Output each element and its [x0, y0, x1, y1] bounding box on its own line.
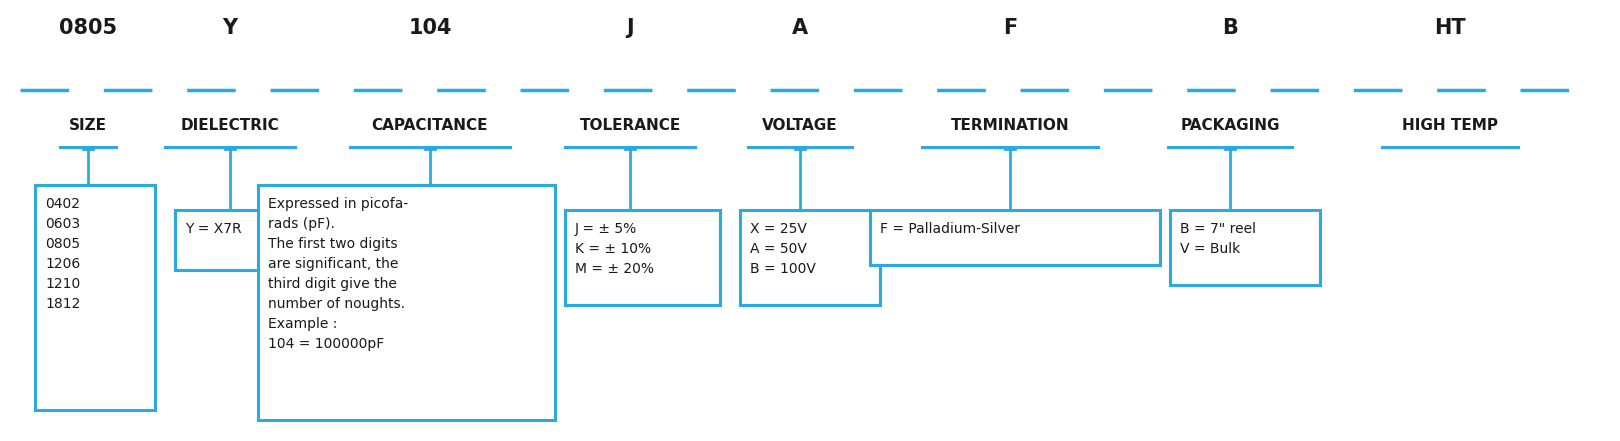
Text: F: F — [1003, 18, 1017, 38]
Text: Expressed in picofa-
rads (pF).
The first two digits
are significant, the
third : Expressed in picofa- rads (pF). The firs… — [267, 197, 408, 351]
Text: HT: HT — [1434, 18, 1466, 38]
Bar — [870, 210, 1160, 265]
Bar — [175, 210, 314, 270]
Text: 104: 104 — [408, 18, 452, 38]
Text: J = ± 5%
K = ± 10%
M = ± 20%: J = ± 5% K = ± 10% M = ± 20% — [575, 222, 654, 276]
Text: Y: Y — [222, 18, 238, 38]
Bar — [258, 185, 556, 420]
Text: HIGH TEMP: HIGH TEMP — [1401, 117, 1498, 132]
Text: B: B — [1221, 18, 1238, 38]
Text: CAPACITANCE: CAPACITANCE — [371, 117, 488, 132]
Bar — [36, 185, 156, 410]
Text: F = Palladium-Silver: F = Palladium-Silver — [880, 222, 1021, 236]
Text: J: J — [627, 18, 633, 38]
Text: PACKAGING: PACKAGING — [1181, 117, 1280, 132]
Bar — [740, 210, 880, 305]
Bar — [565, 210, 719, 305]
Text: TERMINATION: TERMINATION — [951, 117, 1069, 132]
Text: 0805: 0805 — [58, 18, 117, 38]
Text: DIELECTRIC: DIELECTRIC — [180, 117, 279, 132]
Text: A: A — [792, 18, 808, 38]
Text: B = 7" reel
V = Bulk: B = 7" reel V = Bulk — [1179, 222, 1256, 256]
Text: TOLERANCE: TOLERANCE — [580, 117, 680, 132]
Text: SIZE: SIZE — [70, 117, 107, 132]
Text: X = 25V
A = 50V
B = 100V: X = 25V A = 50V B = 100V — [750, 222, 816, 276]
Text: VOLTAGE: VOLTAGE — [761, 117, 838, 132]
Text: Y = X7R: Y = X7R — [185, 222, 241, 236]
Bar — [1170, 210, 1320, 285]
Text: 0402
0603
0805
1206
1210
1812: 0402 0603 0805 1206 1210 1812 — [45, 197, 81, 311]
